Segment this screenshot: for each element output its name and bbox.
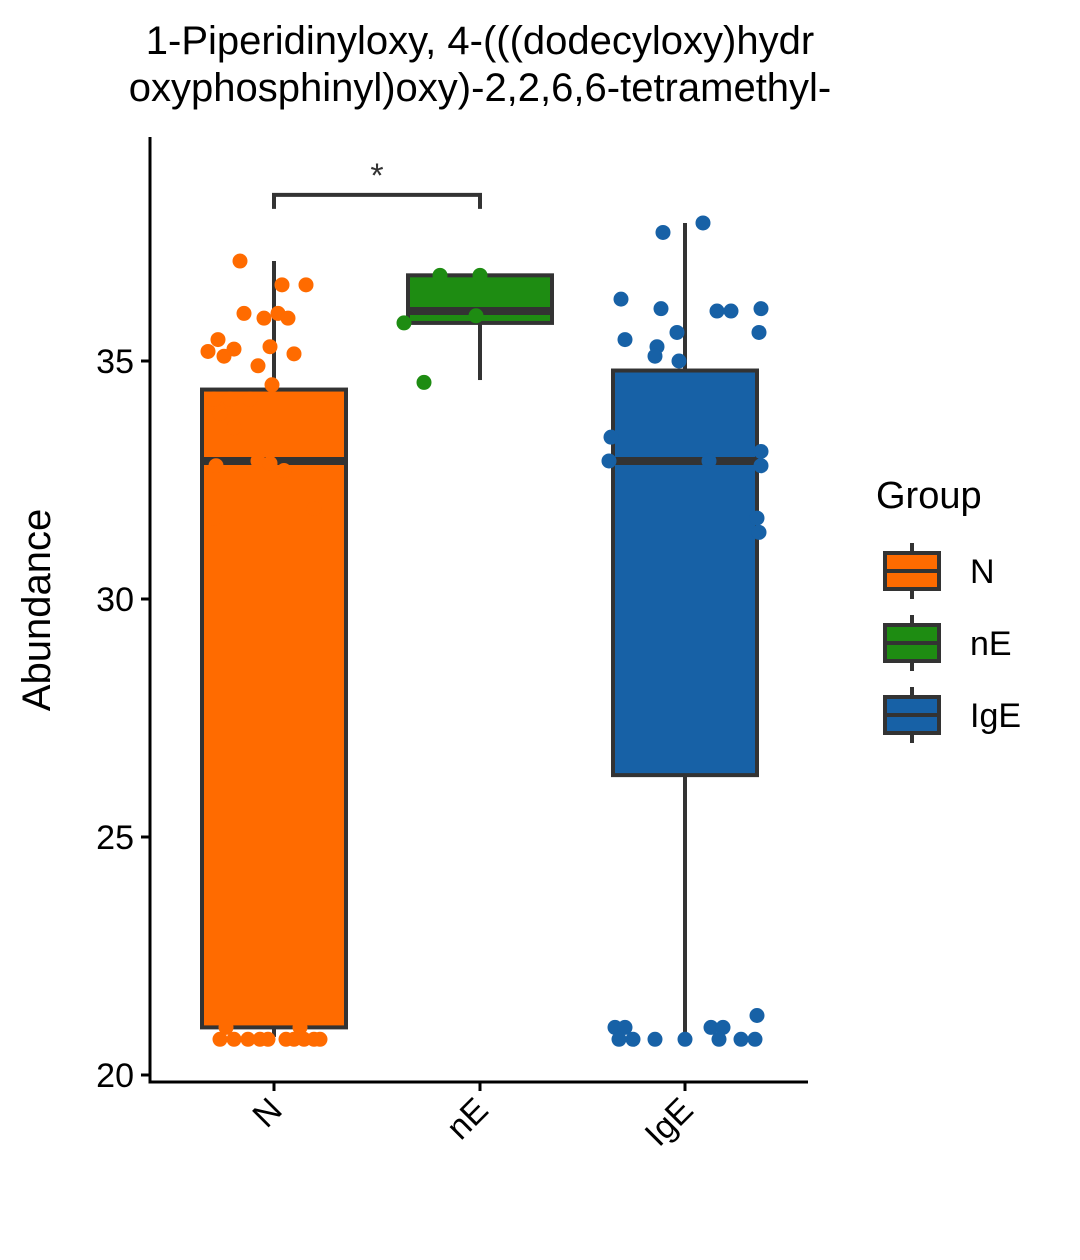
data-point-N bbox=[232, 253, 248, 269]
data-point-IgE bbox=[695, 215, 711, 231]
data-point-N bbox=[226, 420, 242, 436]
data-point-N bbox=[200, 343, 216, 359]
data-point-N bbox=[208, 458, 224, 474]
data-point-nE bbox=[472, 267, 488, 283]
points-layer bbox=[200, 215, 769, 1047]
data-point-N bbox=[262, 455, 278, 471]
data-point-N bbox=[206, 510, 222, 526]
data-point-N bbox=[306, 501, 322, 517]
data-point-N bbox=[210, 332, 226, 348]
data-point-IgE bbox=[751, 524, 767, 540]
data-point-IgE bbox=[753, 301, 769, 317]
data-point-N bbox=[276, 462, 292, 478]
chart-title-line-1: 1-Piperidinyloxy, 4-(((dodecyloxy)hydr bbox=[145, 19, 815, 63]
chart-title-line-2: oxyphosphinyl)oxy)-2,2,6,6-tetramethyl- bbox=[128, 66, 832, 110]
legend-label: N bbox=[970, 553, 995, 591]
x-tick-label: N bbox=[245, 1091, 289, 1135]
y-tick-label: 25 bbox=[96, 819, 134, 857]
y-axis-title: Abundance bbox=[15, 509, 59, 711]
data-point-IgE bbox=[703, 1019, 719, 1035]
legend-label: nE bbox=[970, 625, 1012, 663]
data-point-IgE bbox=[669, 324, 685, 340]
data-point-IgE bbox=[753, 458, 769, 474]
data-point-N bbox=[212, 1031, 228, 1047]
significance-bracket bbox=[272, 192, 482, 209]
data-point-IgE bbox=[625, 1031, 641, 1047]
data-point-N bbox=[274, 277, 290, 293]
data-point-N bbox=[312, 1031, 328, 1047]
significance-label: * bbox=[370, 157, 383, 195]
data-point-N bbox=[218, 1019, 234, 1035]
y-tick-label: 35 bbox=[96, 343, 134, 381]
data-point-IgE bbox=[653, 301, 669, 317]
data-point-N bbox=[216, 348, 232, 364]
data-point-N bbox=[226, 1031, 242, 1047]
x-tick-label: nE bbox=[439, 1091, 495, 1147]
data-point-N bbox=[264, 377, 280, 393]
data-point-IgE bbox=[655, 224, 671, 240]
data-point-N bbox=[292, 1019, 308, 1035]
chart-title: 1-Piperidinyloxy, 4-(((dodecyloxy)hydr o… bbox=[0, 18, 960, 112]
data-point-IgE bbox=[677, 1031, 693, 1047]
data-point-IgE bbox=[601, 453, 617, 469]
box-N bbox=[200, 387, 348, 1030]
data-point-N bbox=[298, 277, 314, 293]
box-IgE bbox=[611, 368, 759, 778]
data-point-IgE bbox=[711, 1031, 727, 1047]
y-tick-label: 30 bbox=[96, 581, 134, 619]
data-point-IgE bbox=[747, 1031, 763, 1047]
data-point-N bbox=[250, 358, 266, 374]
data-point-IgE bbox=[613, 291, 629, 307]
data-point-N bbox=[242, 391, 258, 407]
data-point-nE bbox=[468, 308, 484, 324]
data-point-IgE bbox=[647, 348, 663, 364]
data-point-IgE bbox=[701, 453, 717, 469]
data-point-IgE bbox=[647, 1031, 663, 1047]
data-point-IgE bbox=[603, 429, 619, 445]
data-point-IgE bbox=[751, 324, 767, 340]
data-point-IgE bbox=[671, 353, 687, 369]
data-point-IgE bbox=[715, 1019, 731, 1035]
data-point-IgE bbox=[749, 1008, 765, 1023]
data-point-N bbox=[212, 405, 228, 421]
data-point-N bbox=[206, 391, 222, 407]
data-point-N bbox=[286, 346, 302, 362]
x-tick-label: IgE bbox=[638, 1091, 701, 1154]
data-point-N bbox=[240, 1031, 256, 1047]
y-tick-label: 20 bbox=[96, 1057, 134, 1095]
data-point-IgE bbox=[617, 332, 633, 348]
data-point-IgE bbox=[733, 1031, 749, 1047]
data-point-nE bbox=[416, 374, 432, 390]
data-point-N bbox=[260, 1031, 276, 1047]
data-point-N bbox=[236, 305, 252, 321]
data-point-nE bbox=[432, 267, 448, 283]
significance-layer: * bbox=[272, 157, 482, 209]
legend-label: IgE bbox=[970, 697, 1021, 735]
boxes-layer bbox=[200, 222, 759, 1037]
legend-title: Group bbox=[876, 475, 982, 517]
data-point-N bbox=[250, 453, 266, 469]
data-point-N bbox=[262, 339, 278, 355]
data-point-N bbox=[280, 310, 296, 326]
data-point-IgE bbox=[617, 1019, 633, 1035]
data-point-IgE bbox=[723, 303, 739, 319]
data-point-IgE bbox=[753, 443, 769, 459]
data-point-N bbox=[256, 310, 272, 326]
data-point-N bbox=[222, 391, 238, 407]
data-point-IgE bbox=[611, 1031, 627, 1047]
data-point-IgE bbox=[749, 510, 765, 526]
data-point-IgE bbox=[709, 303, 725, 319]
legend: Group NnE IgE bbox=[876, 475, 1021, 743]
data-point-nE bbox=[396, 315, 412, 331]
